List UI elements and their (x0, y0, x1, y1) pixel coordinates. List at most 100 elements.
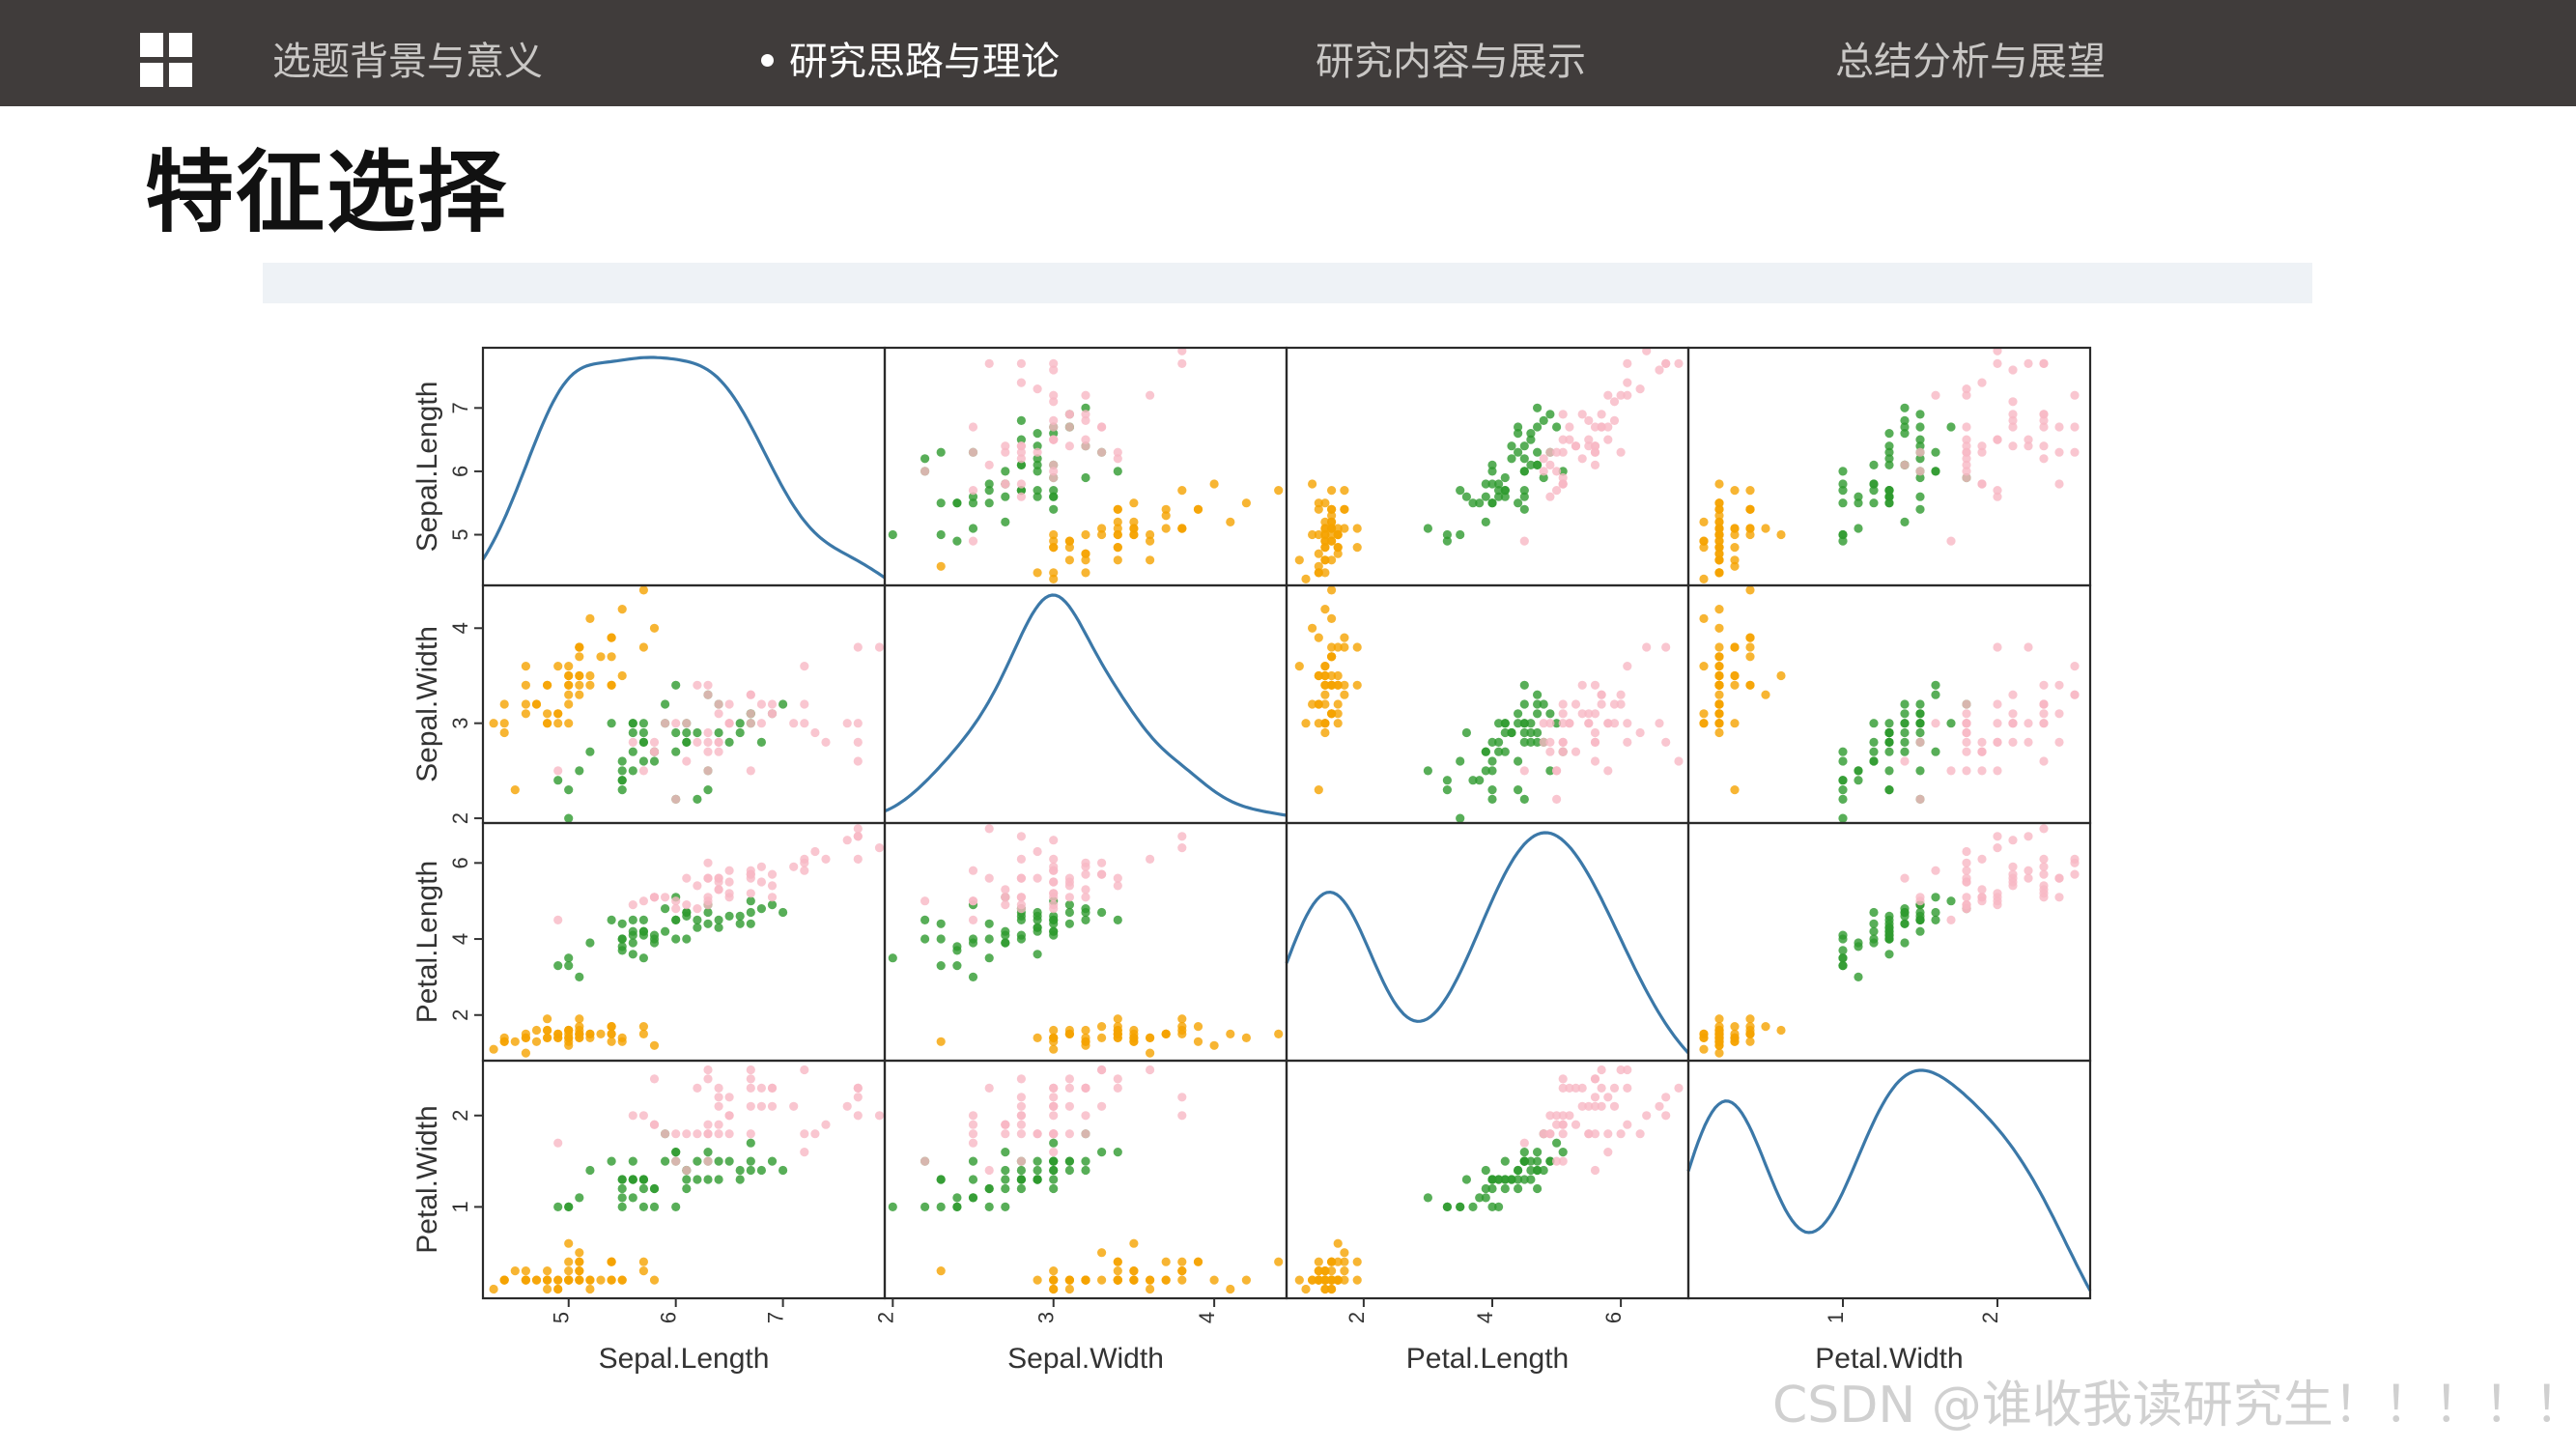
data-point (703, 896, 713, 906)
nav-item-summary[interactable]: 总结分析与展望 (1835, 35, 2106, 89)
data-point (682, 719, 692, 728)
data-point (1714, 605, 1724, 614)
data-point (1869, 934, 1879, 944)
data-point (1352, 1275, 1362, 1285)
data-point (1097, 1101, 1107, 1111)
data-point (1745, 1029, 1755, 1038)
data-point (649, 756, 660, 766)
nav-item-methodology[interactable]: 研究思路与理论 (761, 35, 1060, 89)
data-point (521, 1033, 531, 1042)
data-point (638, 930, 649, 940)
data-point (1320, 719, 1330, 728)
data-point (1161, 511, 1171, 521)
data-point (1423, 1193, 1432, 1203)
data-point (2039, 709, 2049, 719)
data-point (1129, 1025, 1139, 1036)
data-point (2008, 690, 2018, 699)
data-point (952, 946, 962, 955)
data-point (1590, 460, 1600, 469)
data-point (489, 719, 498, 728)
data-point (703, 907, 713, 918)
data-point (575, 1014, 584, 1024)
data-point (1049, 415, 1059, 425)
data-point (1730, 680, 1740, 690)
data-point (1001, 447, 1010, 457)
data-point (1931, 719, 1940, 728)
data-point (1314, 785, 1323, 795)
data-point (756, 877, 767, 887)
data-point (510, 785, 520, 795)
data-point (1884, 719, 1894, 728)
data-point (1993, 358, 2002, 368)
data-point (1161, 504, 1171, 514)
data-point (1603, 766, 1613, 776)
data-point (1314, 561, 1323, 571)
cell-frame (481, 583, 887, 825)
data-point (1714, 511, 1724, 521)
data-point (1487, 737, 1497, 748)
data-point (1049, 568, 1059, 578)
data-point (1352, 680, 1362, 690)
data-point (1915, 454, 1925, 464)
nav-item-label: 研究思路与理论 (789, 40, 1060, 84)
data-point (1597, 422, 1606, 432)
data-point (1526, 1175, 1536, 1184)
grid-icon[interactable] (140, 33, 192, 87)
data-point (1590, 422, 1600, 432)
data-point (1033, 492, 1042, 501)
data-point (1016, 441, 1026, 451)
top-nav-bar: 选题背景与意义 研究思路与理论 研究内容与展示 总结分析与展望 (0, 0, 2576, 106)
data-point (1699, 1044, 1709, 1054)
data-point (1340, 642, 1349, 652)
data-point (1838, 794, 1848, 805)
data-point (800, 858, 809, 867)
data-point (1565, 435, 1574, 444)
data-point (1161, 524, 1171, 533)
data-point (1519, 467, 1529, 476)
data-point (1129, 498, 1139, 508)
data-point (1900, 727, 1910, 738)
data-point (1049, 365, 1059, 375)
data-point (1869, 498, 1879, 508)
data-point (2039, 869, 2049, 879)
data-point (968, 1138, 978, 1148)
data-point (1962, 460, 1971, 469)
data-point (714, 1101, 723, 1111)
nav-item-background[interactable]: 选题背景与意义 (272, 35, 543, 89)
data-point (1533, 403, 1543, 412)
data-point (553, 1275, 563, 1285)
data-point (1327, 585, 1337, 595)
data-point (1745, 504, 1755, 514)
data-point (936, 1202, 946, 1211)
data-point (1616, 1129, 1626, 1139)
data-point (649, 1120, 660, 1129)
data-point (564, 1266, 574, 1276)
data-point (1001, 885, 1010, 895)
data-point (756, 719, 767, 728)
data-point (628, 737, 637, 748)
data-point (1274, 1029, 1284, 1038)
data-point (1714, 623, 1724, 633)
data-point (638, 737, 649, 748)
data-point (628, 1156, 637, 1166)
data-point (1558, 1156, 1568, 1166)
data-point (1661, 737, 1671, 748)
data-point (810, 727, 820, 738)
data-point (1064, 1029, 1074, 1038)
data-point (1533, 727, 1543, 738)
data-point (628, 766, 637, 776)
data-point (1539, 737, 1548, 748)
data-point (1064, 919, 1074, 928)
data-point (543, 1014, 552, 1024)
data-point (1016, 1175, 1026, 1184)
y-tick-label: 4 (448, 622, 472, 634)
data-point (952, 961, 962, 971)
data-point (1327, 1257, 1337, 1266)
nav-item-content[interactable]: 研究内容与展示 (1316, 35, 1586, 89)
data-point (1049, 1266, 1059, 1276)
data-point (1294, 1275, 1304, 1285)
data-point (1064, 1101, 1074, 1111)
data-point (2008, 709, 2018, 719)
data-point (1049, 1033, 1059, 1042)
data-point (1500, 472, 1510, 483)
